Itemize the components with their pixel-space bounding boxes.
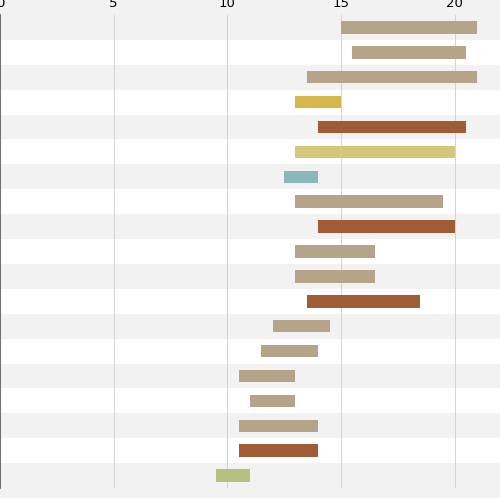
Bar xyxy=(341,21,477,34)
Bar xyxy=(296,96,341,109)
Bar xyxy=(0,264,500,289)
Bar xyxy=(0,364,500,388)
Bar xyxy=(0,463,500,488)
Bar xyxy=(0,90,500,115)
Bar xyxy=(284,170,318,183)
Bar xyxy=(250,395,296,407)
Bar xyxy=(0,438,500,463)
Bar xyxy=(352,46,466,59)
Bar xyxy=(0,65,500,90)
Bar xyxy=(0,289,500,314)
Bar xyxy=(238,370,296,382)
Bar xyxy=(0,139,500,164)
Bar xyxy=(238,445,318,457)
Bar xyxy=(0,164,500,189)
Bar xyxy=(0,339,500,364)
Bar xyxy=(0,314,500,339)
Bar xyxy=(307,71,478,83)
Bar xyxy=(238,419,318,432)
Bar xyxy=(296,196,443,208)
Bar xyxy=(0,15,500,40)
Bar xyxy=(216,469,250,482)
Bar xyxy=(318,121,466,133)
Bar xyxy=(0,214,500,239)
Bar xyxy=(0,388,500,413)
Bar xyxy=(318,221,454,233)
Bar xyxy=(296,145,454,158)
Bar xyxy=(296,246,375,258)
Bar xyxy=(262,345,318,358)
Bar xyxy=(0,115,500,139)
Bar xyxy=(307,295,420,307)
Bar xyxy=(272,320,330,333)
Bar xyxy=(0,40,500,65)
Bar xyxy=(0,413,500,438)
Bar xyxy=(296,270,375,283)
Bar xyxy=(0,189,500,214)
Bar xyxy=(0,239,500,264)
